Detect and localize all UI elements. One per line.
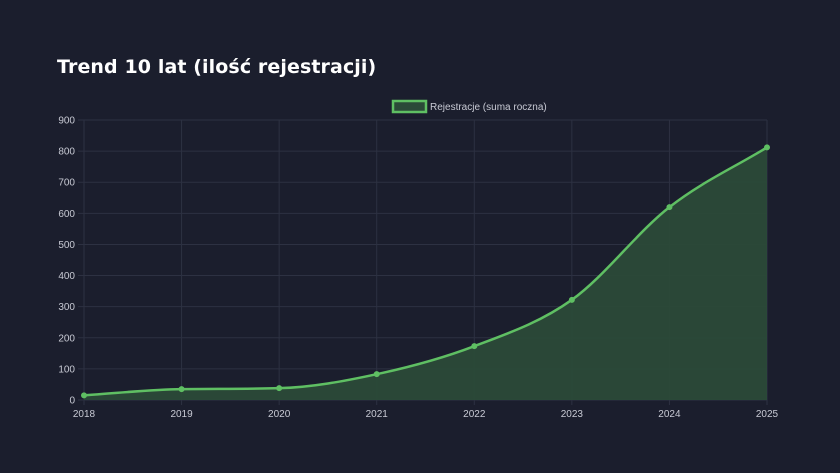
x-tick-label: 2024 xyxy=(658,409,681,420)
data-points xyxy=(81,144,770,399)
data-point-2021 xyxy=(373,371,380,378)
y-tick-label: 800 xyxy=(58,147,75,158)
data-point-2019 xyxy=(178,386,185,393)
legend-swatch xyxy=(391,99,428,114)
y-tick-label: 900 xyxy=(58,116,75,127)
x-tick-label: 2021 xyxy=(366,409,389,420)
y-tick-label: 500 xyxy=(58,240,75,251)
legend[interactable]: Rejestracje (suma roczna) xyxy=(391,99,547,114)
series-area-fill xyxy=(84,147,767,400)
x-tick-label: 2018 xyxy=(73,409,96,420)
y-tick-label: 0 xyxy=(69,396,75,407)
x-axis-ticks: 2018 2019 2020 2021 2022 2023 2024 2025 xyxy=(73,409,779,420)
x-tick-label: 2019 xyxy=(170,409,193,420)
y-tick-label: 200 xyxy=(58,333,75,344)
series-line xyxy=(83,146,768,397)
data-point-2018 xyxy=(81,392,87,399)
x-tick-label: 2022 xyxy=(463,409,486,420)
data-point-2020 xyxy=(276,385,283,392)
y-axis-ticks: 0 100 200 300 400 500 600 700 800 900 xyxy=(58,116,75,407)
x-tick-label: 2020 xyxy=(268,409,291,420)
x-tick-label: 2023 xyxy=(561,409,584,420)
y-tick-label: 100 xyxy=(58,364,75,375)
data-point-2023 xyxy=(568,296,575,303)
y-tick-label: 400 xyxy=(58,271,75,282)
area-layer xyxy=(83,146,768,400)
x-tick-label: 2025 xyxy=(756,409,779,420)
y-tick-label: 300 xyxy=(58,302,75,313)
y-tick-label: 700 xyxy=(58,178,75,189)
data-point-2025 xyxy=(764,144,770,151)
data-point-2024 xyxy=(666,204,673,211)
legend-label: Rejestracje (suma roczna) xyxy=(430,102,547,113)
y-tick-label: 600 xyxy=(58,209,75,220)
chart-title: Trend 10 lat (ilość rejestracji) xyxy=(57,56,377,78)
data-point-2022 xyxy=(471,343,478,350)
